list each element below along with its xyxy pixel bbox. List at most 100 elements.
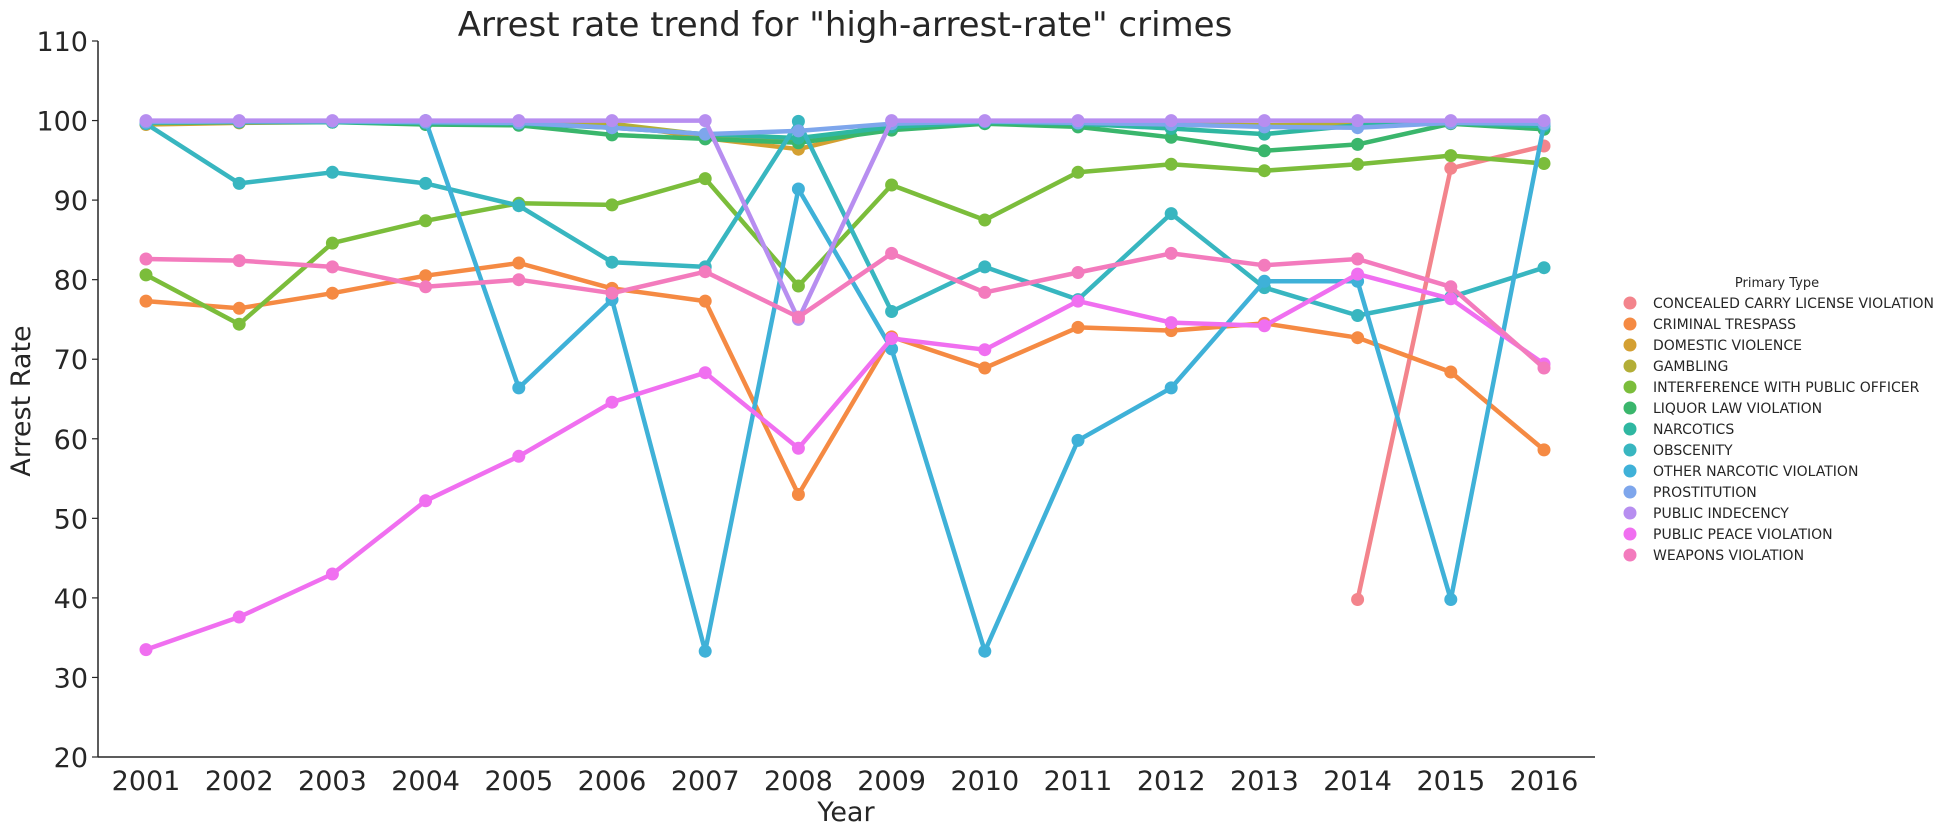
data-point: [791, 279, 805, 293]
data-point: [1071, 266, 1085, 279]
data-point: [1164, 246, 1178, 260]
legend-marker: [1623, 548, 1637, 562]
data-point: [325, 567, 339, 581]
data-point: [791, 114, 805, 128]
legend-marker: [1623, 359, 1637, 373]
data-point: [139, 252, 153, 266]
y-tick-label: 30: [54, 663, 88, 694]
data-point: [1071, 114, 1085, 128]
data-point: [1444, 292, 1458, 306]
x-tick-label: 2002: [205, 766, 274, 797]
data-point: [978, 644, 992, 658]
data-point: [1164, 316, 1178, 330]
data-point: [1444, 114, 1458, 128]
data-point: [791, 441, 805, 455]
data-point: [978, 285, 992, 299]
legend-marker: [1623, 464, 1637, 478]
data-point: [325, 286, 339, 300]
data-point: [512, 273, 526, 287]
y-tick-label: 100: [36, 107, 88, 138]
legend-item: GAMBLING: [1623, 359, 1728, 375]
y-tick-label: 90: [54, 186, 88, 217]
legend-marker: [1623, 338, 1637, 352]
data-point: [978, 114, 992, 128]
legend-label: CONCEALED CARRY LICENSE VIOLATION: [1653, 296, 1934, 312]
legend-marker: [1623, 506, 1637, 520]
data-point: [1257, 164, 1271, 178]
series-8: [419, 114, 1551, 658]
x-tick-label: 2007: [671, 766, 740, 797]
data-point: [419, 214, 433, 228]
data-point: [1537, 261, 1551, 275]
legend: Primary Type CONCEALED CARRY LICENSE VIO…: [1623, 276, 1934, 564]
data-point: [1351, 331, 1365, 345]
legend-marker: [1623, 296, 1637, 310]
data-point: [419, 176, 433, 190]
data-point: [1257, 114, 1271, 128]
legend-label: OTHER NARCOTIC VIOLATION: [1653, 464, 1858, 480]
legend-item: WEAPONS VIOLATION: [1623, 548, 1804, 564]
legend-label: WEAPONS VIOLATION: [1653, 548, 1804, 564]
data-point: [1444, 149, 1458, 163]
data-point: [512, 381, 526, 395]
x-tick-label: 2008: [764, 766, 833, 797]
legend-item: CONCEALED CARRY LICENSE VIOLATION: [1623, 296, 1934, 312]
x-tick-labels: 2001 2002 2003 2004 2005 2006 2007 2008 2009 2010…: [112, 766, 1579, 797]
data-point: [605, 255, 619, 269]
data-point: [1071, 165, 1085, 179]
series-12: [139, 246, 1551, 375]
y-tick-labels: 20 30 40 50 60 70 80 90 100 110: [36, 27, 98, 774]
legend-items: CONCEALED CARRY LICENSE VIOLATION CRIMINA…: [1623, 296, 1934, 564]
x-tick-label: 2010: [950, 766, 1019, 797]
data-point: [885, 305, 899, 318]
data-point: [512, 114, 526, 128]
data-point: [1071, 433, 1085, 447]
data-point: [1351, 267, 1365, 281]
legend-label: DOMESTIC VIOLENCE: [1653, 338, 1802, 354]
data-point: [1164, 157, 1178, 171]
data-point: [139, 643, 153, 657]
data-point: [139, 294, 153, 308]
data-point: [1257, 319, 1271, 333]
data-point: [1537, 443, 1551, 457]
data-point: [232, 610, 246, 624]
axes: [97, 41, 1595, 758]
data-point: [325, 114, 339, 128]
data-point: [1351, 252, 1365, 266]
data-point: [605, 395, 619, 409]
data-point: [419, 494, 433, 508]
data-point: [512, 256, 526, 270]
legend-label: LIQUOR LAW VIOLATION: [1653, 401, 1822, 417]
data-point: [325, 260, 339, 274]
y-tick-label: 50: [54, 504, 88, 535]
data-point: [139, 114, 153, 128]
x-tick-label: 2005: [484, 766, 553, 797]
data-point: [512, 199, 526, 213]
data-point: [978, 260, 992, 274]
series-line: [143, 251, 1547, 371]
y-tick-label: 60: [54, 425, 88, 456]
legend-label: NARCOTICS: [1653, 422, 1734, 438]
data-point: [791, 488, 805, 501]
data-point: [1071, 320, 1085, 334]
data-point: [325, 236, 339, 250]
legend-item: PUBLIC INDECENCY: [1623, 506, 1789, 522]
x-tick-label: 2001: [112, 766, 181, 797]
x-tick-label: 2014: [1323, 766, 1392, 797]
data-point: [1351, 593, 1365, 606]
data-point: [1164, 207, 1178, 221]
data-point: [885, 246, 899, 260]
y-axis-label: Arrest Rate: [6, 325, 37, 476]
series-layer: [139, 114, 1551, 658]
data-point: [605, 114, 619, 128]
data-point: [419, 269, 433, 283]
legend-marker: [1623, 317, 1637, 331]
series-4: [139, 149, 1551, 331]
data-point: [1257, 258, 1271, 272]
series-line: [423, 118, 1547, 654]
series-1: [139, 256, 1551, 501]
data-point: [791, 182, 805, 196]
legend-item: OTHER NARCOTIC VIOLATION: [1623, 464, 1858, 480]
legend-item: PUBLIC PEACE VIOLATION: [1623, 527, 1833, 543]
legend-item: CRIMINAL TRESPASS: [1623, 317, 1796, 333]
